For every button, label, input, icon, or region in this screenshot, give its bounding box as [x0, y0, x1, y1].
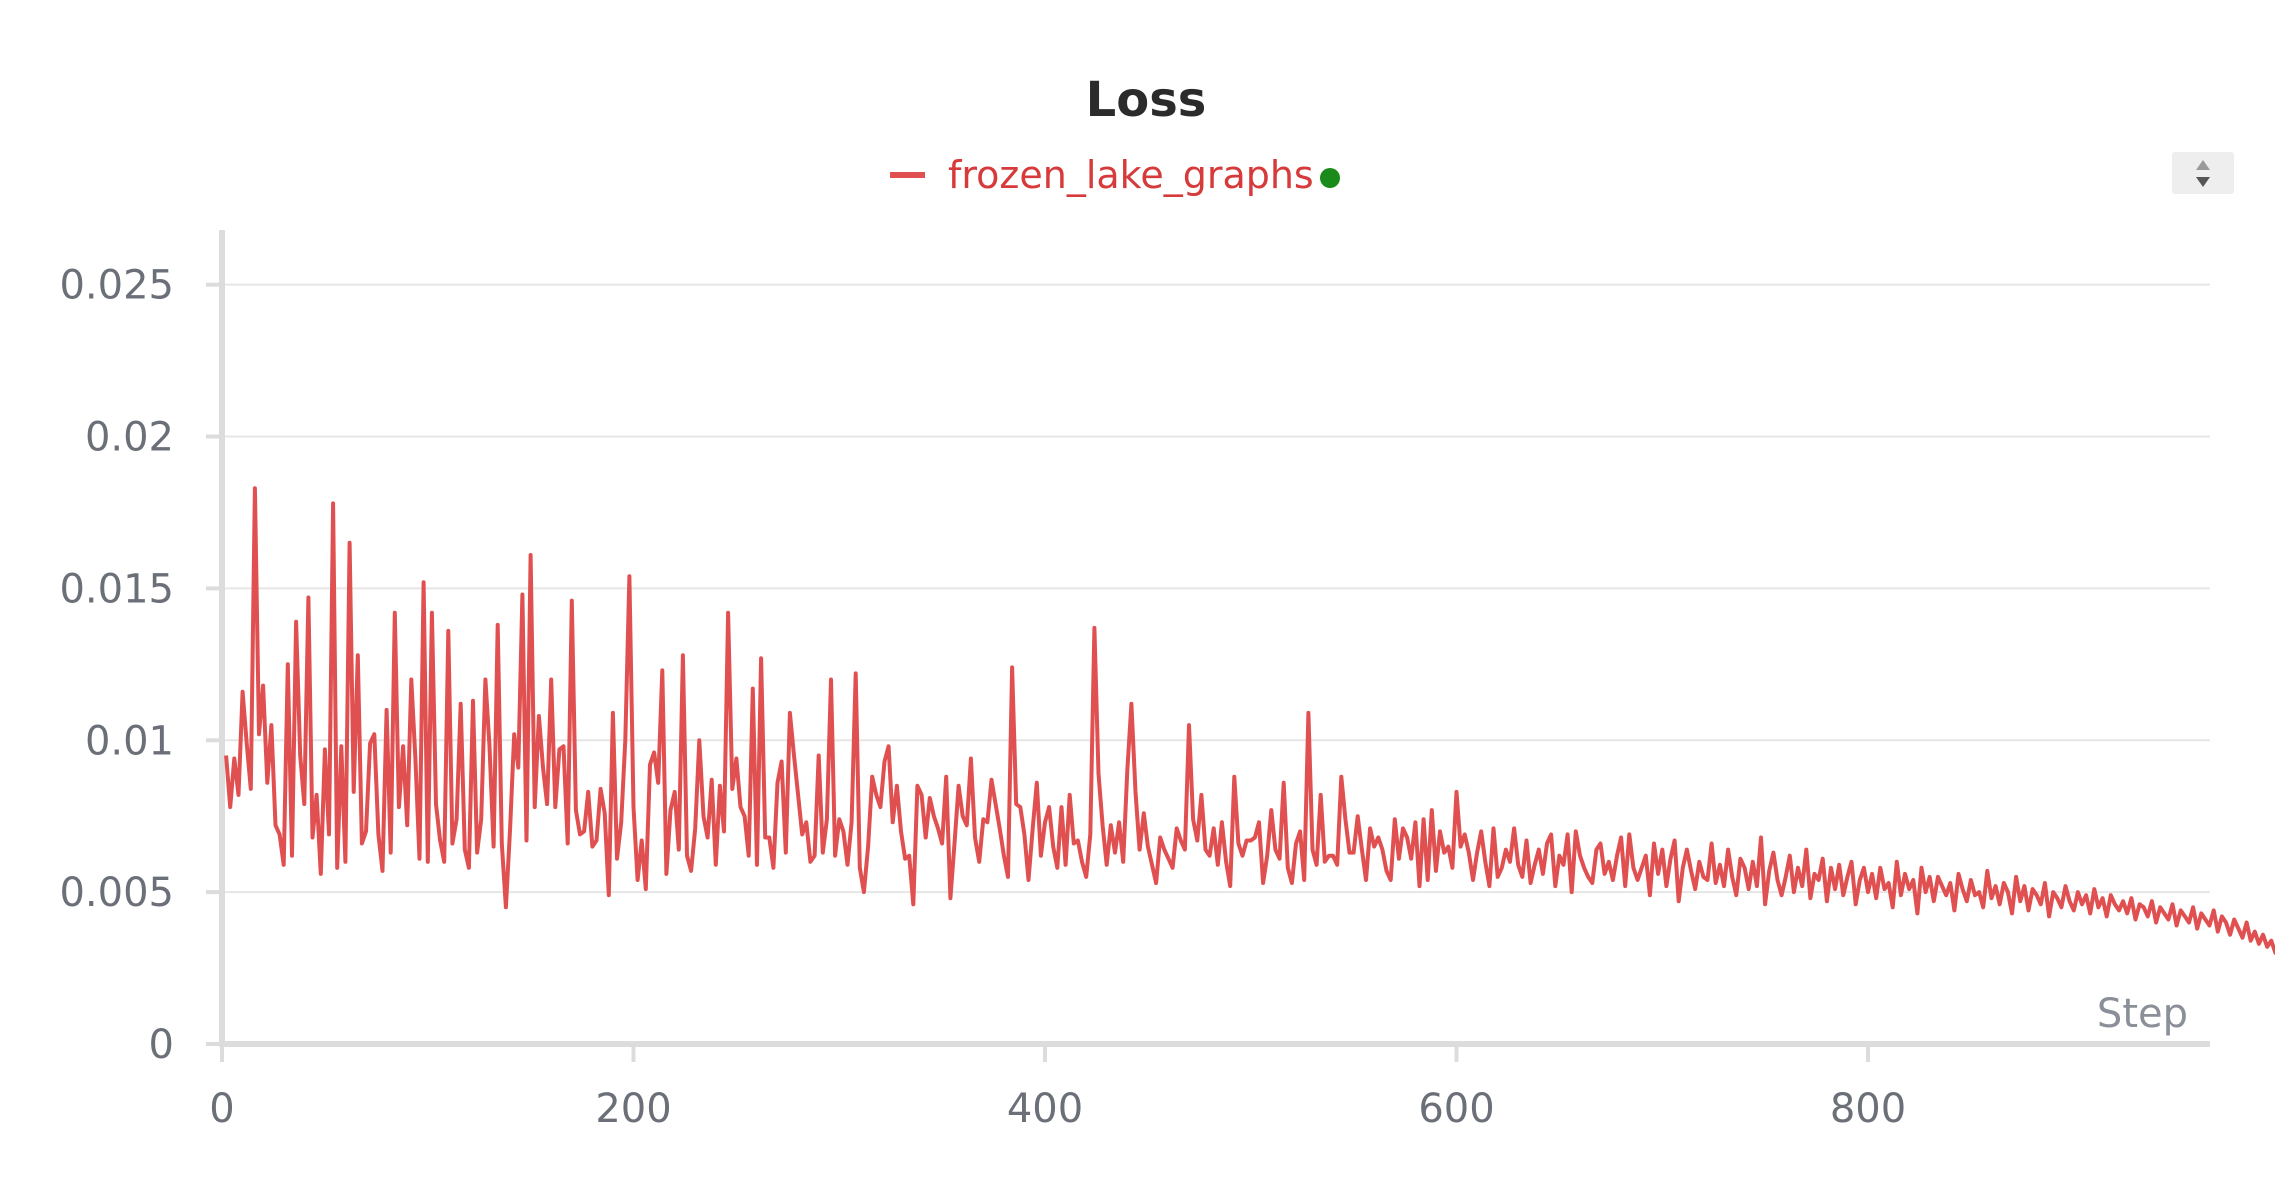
series-line-frozen_lake_graphs[interactable]: [224, 486, 2275, 1035]
y-axis-ticks: 0 0.005 0.01 0.015 0.02 0.025: [59, 263, 222, 1068]
y-tick-label: 0.005: [59, 870, 174, 916]
x-tick-label: 400: [1007, 1086, 1083, 1132]
x-tick-label: 200: [595, 1086, 671, 1132]
axes: [219, 230, 2210, 1047]
y-tick-label: 0: [149, 1022, 174, 1068]
legend[interactable]: frozen_lake_graphs: [890, 153, 1340, 197]
chart-title: Loss: [1086, 72, 1207, 128]
x-tick-label: 600: [1418, 1086, 1494, 1132]
y-tick-label: 0.015: [59, 566, 174, 612]
x-axis-ticks: 0 200 400 600 800: [209, 1044, 1906, 1132]
legend-scroll-icon[interactable]: [2172, 152, 2234, 194]
series-layer: [224, 486, 2275, 1035]
status-dot-icon: [1320, 168, 1340, 188]
x-tick-label: 800: [1830, 1086, 1906, 1132]
x-tick-label: 0: [209, 1086, 234, 1132]
y-tick-label: 0.025: [59, 263, 174, 309]
y-tick-label: 0.01: [85, 718, 174, 764]
legend-series-label[interactable]: frozen_lake_graphs: [948, 153, 1314, 197]
gridlines: [222, 283, 2210, 894]
y-tick-label: 0.02: [85, 415, 174, 461]
x-axis-title: Step: [2097, 991, 2188, 1037]
